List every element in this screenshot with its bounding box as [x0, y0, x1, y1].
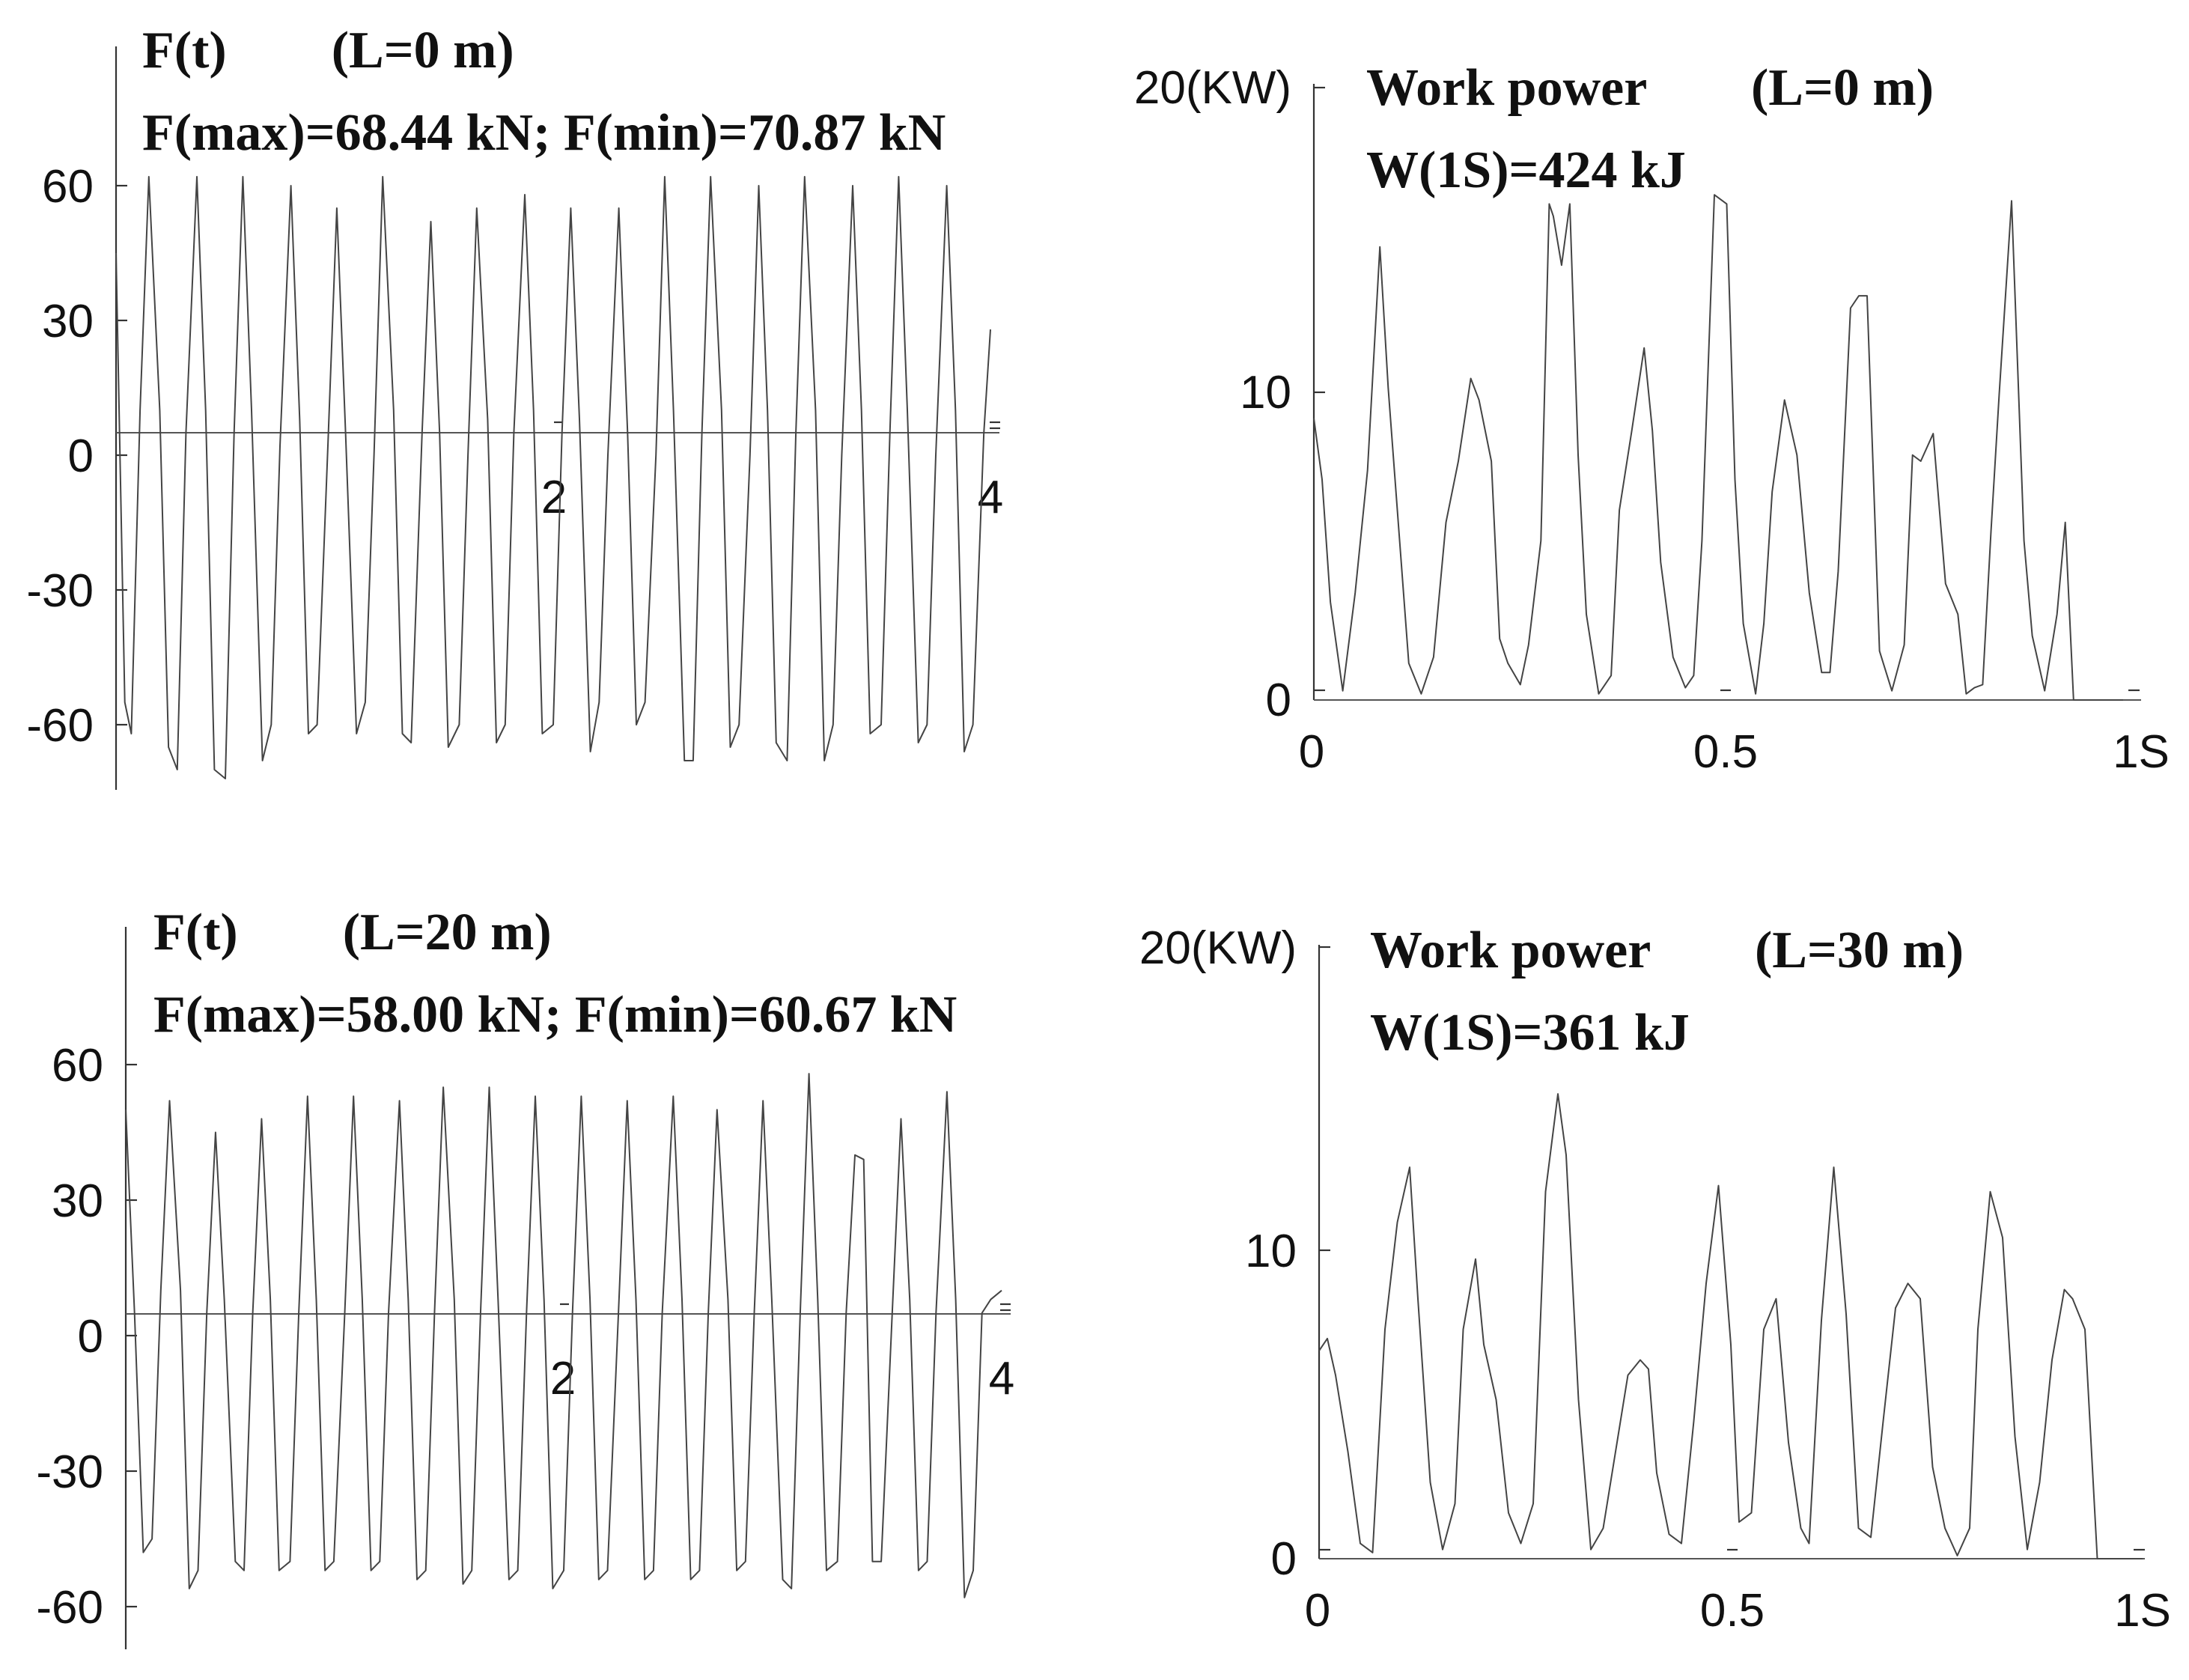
- y-top-label: 20(KW): [1134, 62, 1291, 114]
- power-series-line: [1318, 1093, 2143, 1559]
- x-tick-label: 4: [989, 1353, 1014, 1404]
- y-tick-label: 10: [1245, 1226, 1297, 1277]
- chart-subtitle: F(max)=68.44 kN; F(min)=70.87 kN: [142, 104, 946, 162]
- power-series-line: [1313, 194, 2123, 701]
- y-top-label: 20(KW): [1139, 922, 1297, 974]
- x-tick-label: 2: [550, 1353, 576, 1404]
- x-tick-label: 1S: [2113, 726, 2170, 778]
- x-tick-label: 0.5: [1700, 1585, 1765, 1637]
- y-tick-label: -30: [26, 565, 94, 617]
- force-chart-l0: 60 30 0 -30 -60 2 4 F(t) (L=0 m) F(max)=…: [26, 22, 1003, 790]
- y-tick-label: 0: [1271, 1533, 1297, 1585]
- y-tick-label: 10: [1240, 367, 1291, 419]
- power-chart-l30: 20(KW) 10 0 0 0.5 1S Work power (L=30 m)…: [1139, 922, 2171, 1637]
- chart-title: F(t) (L=20 m): [153, 904, 552, 961]
- y-tick-label: 0: [78, 1311, 103, 1363]
- x-tick-label: 1S: [2114, 1585, 2171, 1637]
- y-tick-label: 0: [68, 430, 94, 482]
- chart-subtitle: W(1S)=424 kJ: [1366, 141, 1686, 199]
- chart-subtitle: W(1S)=361 kJ: [1370, 1004, 1690, 1062]
- force-chart-l20: 60 30 0 -30 -60 2 4 F(t) (L=20 m) F(max)…: [36, 904, 1014, 1649]
- x-tick-label: 0.5: [1693, 726, 1758, 778]
- y-tick-label: -60: [26, 700, 94, 752]
- x-tick-label: 2: [541, 472, 567, 523]
- y-tick-label: 60: [52, 1040, 103, 1092]
- power-chart-l0: 20(KW) 10 0 0 0.5 1S Work power (L=0 m) …: [1134, 59, 2170, 778]
- y-tick-label: -60: [36, 1582, 103, 1634]
- y-tick-label: 60: [42, 161, 94, 213]
- y-tick-label: 0: [1266, 675, 1291, 726]
- y-tick-label: -30: [36, 1446, 103, 1498]
- y-tick-label: 30: [52, 1175, 103, 1227]
- y-tick-label: 30: [42, 296, 94, 347]
- chart-subtitle: F(max)=58.00 kN; F(min)=60.67 kN: [153, 986, 957, 1044]
- x-tick-label: 0: [1305, 1585, 1330, 1637]
- x-tick-label: 0: [1299, 726, 1324, 778]
- chart-title: Work power (L=0 m): [1366, 59, 1934, 117]
- force-series-line: [115, 176, 991, 779]
- chart-title: Work power (L=30 m): [1370, 922, 1964, 979]
- chart-title: F(t) (L=0 m): [142, 22, 514, 79]
- force-series-line: [125, 1073, 1002, 1598]
